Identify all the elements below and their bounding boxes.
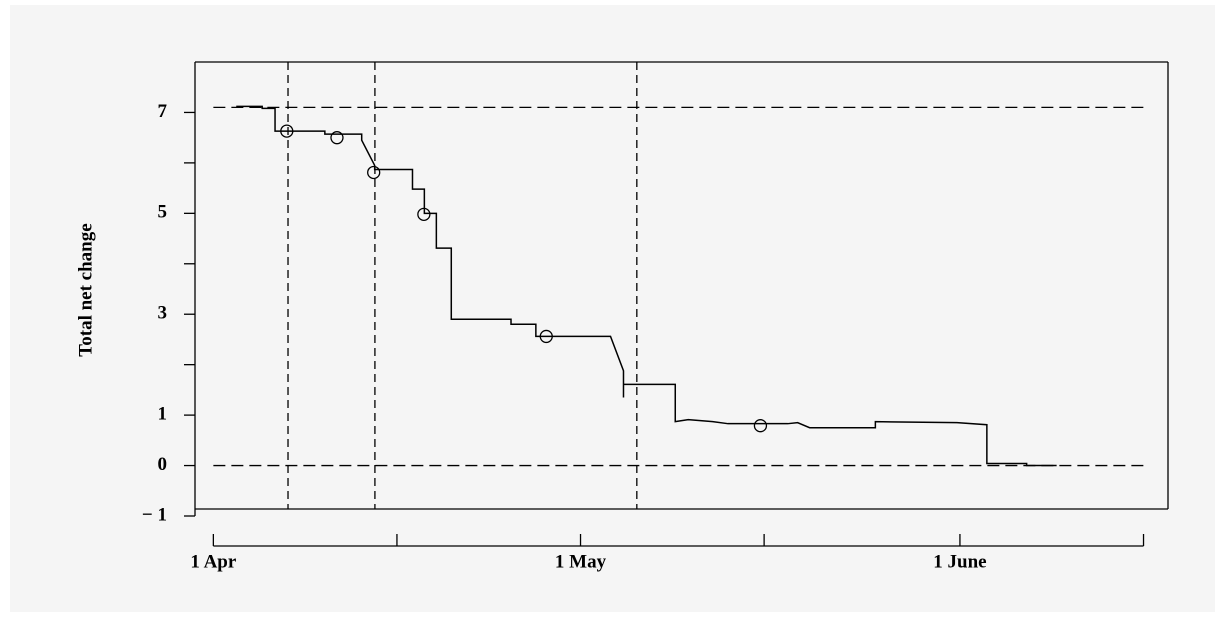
y-axis-label: Total net change	[75, 223, 96, 356]
y-tick-label: 3	[158, 303, 168, 324]
censor-marker	[330, 131, 344, 145]
censor-marker	[539, 329, 553, 344]
censor-marker	[753, 419, 768, 433]
background	[10, 5, 1215, 612]
x-tick-label: 1 Apr	[190, 551, 236, 572]
x-tick-label: 1 May	[555, 551, 607, 572]
censor-marker	[280, 124, 294, 138]
x-tick-label: 1 June	[933, 551, 986, 572]
y-tick-label: − 1	[142, 504, 167, 525]
y-tick-label: 5	[158, 202, 168, 223]
y-tick-label: 1	[158, 403, 168, 424]
step-line	[236, 105, 1057, 467]
censor-marker	[417, 207, 431, 221]
censor-marker	[367, 165, 381, 180]
y-tick-label: 0	[158, 454, 168, 475]
y-tick-label: 7	[158, 101, 168, 122]
